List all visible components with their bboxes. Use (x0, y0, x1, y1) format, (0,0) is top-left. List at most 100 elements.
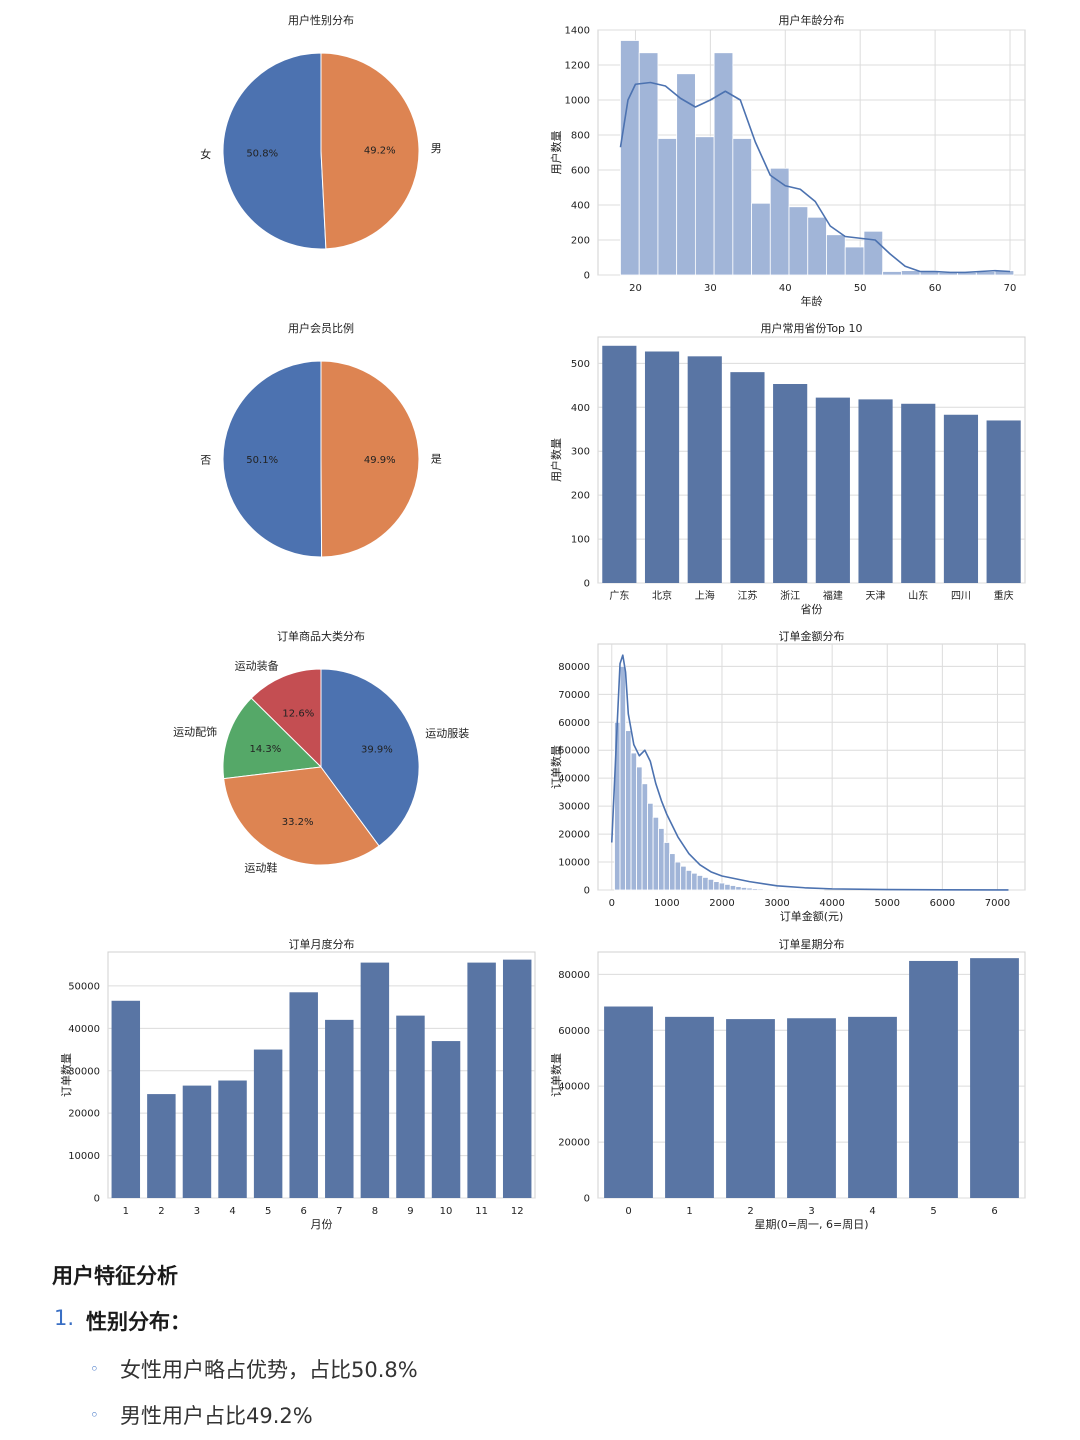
age-histogram-chart: 用户年龄分布 0 200 400 600 800 1000 1200 1400 20 30 40 50 6… (549, 13, 1026, 308)
histogram-bar (663, 842, 671, 891)
histogram-bar (724, 884, 731, 891)
chart-title: 订单月度分布 (289, 937, 355, 951)
y-tick-label: 800 (571, 131, 590, 142)
y-tick-label: 50000 (558, 746, 590, 757)
y-tick-label: 30000 (558, 802, 590, 813)
list-item-title: 性别分布： (86, 1310, 191, 1334)
y-tick-label: 600 (571, 166, 590, 177)
x-tick-label: 重庆 (994, 589, 1014, 602)
bar (773, 384, 808, 583)
pie-pct-label: 14.3% (249, 744, 281, 755)
y-tick-label: 60000 (558, 718, 590, 729)
amount-histogram-chart: 订单金额分布0100002000030000400005000060000700… (550, 629, 1026, 923)
x-tick-label: 6000 (930, 898, 955, 909)
x-tick-label: 1000 (654, 898, 679, 909)
y-tick-label: 500 (571, 359, 590, 370)
histogram-bar (844, 246, 865, 276)
x-tick-label: 10 (440, 1206, 453, 1217)
bar (986, 420, 1021, 583)
bar (289, 992, 318, 1198)
y-tick-label: 40000 (558, 774, 590, 785)
x-tick-label: 广东 (609, 589, 629, 602)
pie-slice (222, 52, 327, 250)
x-tick-label: 天津 (866, 590, 886, 602)
bar (687, 356, 722, 583)
pie-category-label: 运动鞋 (244, 861, 277, 875)
histogram-bar (751, 888, 759, 891)
pie-slice (222, 360, 323, 558)
x-tick-label: 7 (336, 1206, 342, 1217)
bullet-icon: ◦ (90, 1406, 99, 1424)
x-tick-label: 北京 (652, 589, 672, 602)
x-tick-label: 4000 (819, 898, 844, 909)
histogram-bar (620, 40, 640, 276)
bar (943, 414, 979, 583)
pie-slice (320, 52, 420, 250)
histogram-bar (751, 202, 771, 276)
y-tick-label: 10000 (558, 858, 590, 869)
bullet-icon: ◦ (90, 1360, 99, 1378)
histogram-bar (746, 887, 753, 891)
x-tick-label: 5 (930, 1206, 936, 1217)
bar (147, 1094, 176, 1198)
bar (644, 351, 680, 583)
y-tick-label: 40000 (558, 1082, 590, 1093)
y-tick-label: 100 (571, 535, 590, 546)
bar (970, 958, 1019, 1198)
x-tick-label: 浙江 (780, 590, 800, 602)
y-axis-label: 用户数量 (549, 438, 563, 482)
x-tick-label: 2000 (709, 898, 734, 909)
y-tick-label: 70000 (558, 690, 590, 701)
pie-pct-label: 50.1% (246, 455, 278, 466)
histogram-bar (630, 752, 637, 891)
bar (253, 1049, 283, 1198)
pie-slice (223, 766, 380, 866)
histogram-bar (882, 271, 902, 276)
member-pie-chart: 用户会员比例 50.1% 否 49.9% 是 (200, 321, 442, 558)
kde-line (619, 81, 1011, 274)
histogram-bar (676, 73, 696, 276)
x-tick-label: 70 (1004, 283, 1017, 294)
histogram-bar (636, 766, 643, 891)
x-tick-label: 20 (629, 283, 642, 294)
histogram-bar (657, 138, 678, 276)
x-tick-label: 9 (407, 1206, 413, 1217)
y-tick-label: 300 (571, 447, 590, 458)
histogram-bar (691, 872, 698, 891)
x-tick-label: 60 (929, 283, 942, 294)
y-tick-label: 1000 (565, 96, 590, 107)
pie-slice (320, 360, 420, 558)
pie-category-label: 运动服装 (425, 727, 469, 740)
bar (602, 345, 637, 583)
pie-pct-label: 33.2% (282, 817, 314, 828)
bar (325, 1019, 354, 1198)
chart-title: 用户会员比例 (288, 321, 354, 335)
analysis-heading: 用户特征分析 (52, 1264, 178, 1288)
pie-category-label: 否 (200, 453, 211, 466)
x-tick-label: 2 (747, 1206, 753, 1217)
x-tick-label: 江苏 (737, 589, 757, 602)
bar (901, 403, 936, 583)
histogram-bar (768, 889, 775, 891)
x-tick-label: 3 (808, 1206, 814, 1217)
x-tick-label: 40 (779, 283, 792, 294)
y-tick-label: 40000 (68, 1024, 100, 1035)
x-tick-label: 0 (625, 1206, 631, 1217)
bar (665, 1016, 714, 1198)
y-tick-label: 0 (584, 271, 590, 282)
bar (431, 1041, 461, 1198)
histogram-bar (694, 136, 715, 276)
chart-title: 订单星期分布 (779, 938, 845, 951)
kde-line (610, 654, 1009, 891)
x-tick-label: 30 (704, 283, 717, 294)
x-tick-label: 6 (991, 1206, 997, 1217)
x-tick-label: 7000 (985, 898, 1010, 909)
histogram-bar (740, 887, 748, 891)
y-axis-label: 订单数量 (550, 745, 563, 789)
chart-title: 用户性别分布 (288, 13, 354, 27)
histogram-bar (732, 138, 752, 276)
pie-pct-label: 12.6% (282, 709, 314, 720)
x-tick-label: 0 (609, 898, 615, 909)
